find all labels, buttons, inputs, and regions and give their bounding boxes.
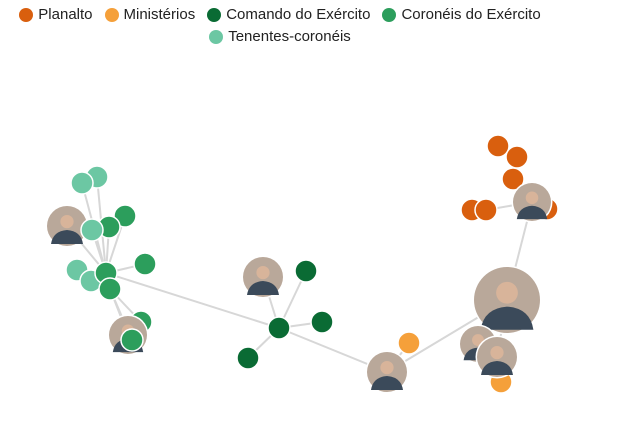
network-node-coroneis[interactable] [98,277,122,301]
person-photo-node[interactable] [475,335,519,379]
legend-label-ministerios: Ministérios [123,6,196,23]
legend-swatch-comando [207,8,222,22]
network-node-planalto[interactable] [501,167,525,191]
person-photo-node[interactable] [511,181,553,223]
network-node-tenentes[interactable] [70,171,94,195]
network-node-coroneis[interactable] [133,252,157,276]
legend: Planalto Ministérios Comando do Exército… [0,6,560,46]
legend-swatch-ministerios [104,8,119,22]
network-node-coroneis[interactable] [120,328,144,352]
network-node-comando[interactable] [294,259,318,283]
legend-label-coroneis: Coronéis do Exército [401,6,541,23]
legend-swatch-tenentes [209,30,224,44]
network-node-planalto[interactable] [505,145,529,169]
legend-swatch-planalto [19,8,34,22]
legend-label-planalto: Planalto [38,6,93,23]
network-node-comando[interactable] [267,316,291,340]
person-photo-node[interactable] [472,265,542,335]
legend-item-ministerios[interactable]: Ministérios [104,6,196,24]
person-photo-node[interactable] [241,255,285,299]
legend-swatch-coroneis [382,8,397,22]
legend-label-comando: Comando do Exército [226,6,371,23]
network-node-comando[interactable] [236,346,260,370]
network-node-tenentes[interactable] [80,218,104,242]
network-edge [105,272,280,329]
network-node-planalto[interactable] [474,198,498,222]
legend-item-tenentes[interactable]: Tenentes-coronéis [209,28,351,46]
network-node-coroneis[interactable] [113,204,137,228]
legend-item-planalto[interactable]: Planalto [19,6,93,24]
network-node-comando[interactable] [310,310,334,334]
person-photo-node[interactable] [45,204,89,248]
legend-item-comando[interactable]: Comando do Exército [207,6,370,24]
node-layer [45,134,559,394]
network-node-ministerios[interactable] [397,331,421,355]
legend-label-tenentes: Tenentes-coronéis [228,28,351,45]
person-photo-node[interactable] [365,350,409,394]
legend-item-coroneis[interactable]: Coronéis do Exército [382,6,541,24]
network-node-planalto[interactable] [486,134,510,158]
